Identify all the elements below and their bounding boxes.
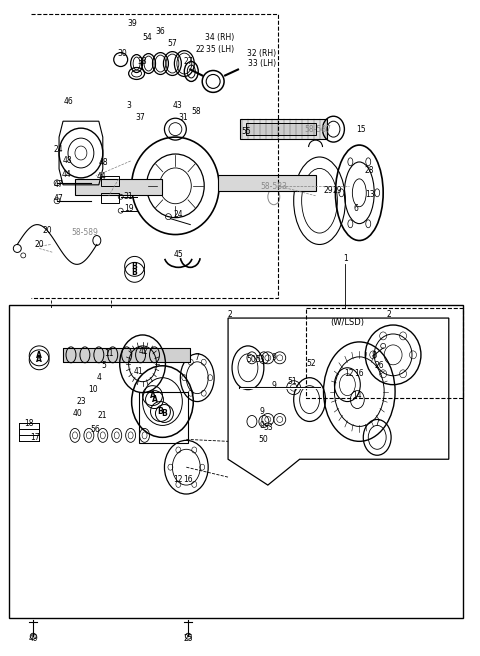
Text: 42: 42 [139,348,148,356]
Text: 24: 24 [174,210,183,219]
Text: 49: 49 [28,634,38,643]
Text: 22: 22 [195,45,205,54]
Text: 36: 36 [156,28,165,36]
Text: 10: 10 [88,385,97,394]
Text: 48: 48 [99,159,108,167]
Bar [218,175,315,191]
Text: 4: 4 [96,373,101,382]
Bar [63,348,190,362]
Text: 45: 45 [173,250,183,259]
Text: 18: 18 [24,419,34,428]
Bar [75,179,162,195]
Text: 50: 50 [246,356,256,364]
Text: 21: 21 [97,411,107,420]
Text: 58: 58 [192,107,201,115]
Text: 20: 20 [35,240,44,249]
Text: 47: 47 [53,180,63,190]
Text: 33 (LH): 33 (LH) [248,59,276,68]
Text: B: B [132,268,137,277]
Text: 34 (RH): 34 (RH) [205,33,235,42]
Text: 11: 11 [104,350,113,358]
Text: 30: 30 [118,49,128,58]
Text: 28: 28 [364,167,374,175]
Text: 23: 23 [76,397,86,406]
Text: 8: 8 [372,352,377,360]
Bar [240,119,327,139]
Text: A: A [150,391,156,400]
Text: 58-589: 58-589 [72,228,98,237]
Text: 50: 50 [258,435,268,444]
Text: 54: 54 [143,33,153,42]
Bar [101,176,119,186]
Bar [101,193,119,203]
Text: 56: 56 [90,425,100,434]
Bar [9,305,463,619]
Text: 7: 7 [195,354,200,362]
Text: 44: 44 [61,171,71,179]
Text: 5: 5 [101,361,106,370]
Text: 17: 17 [30,433,40,442]
Text: 2: 2 [228,310,232,319]
Text: 9: 9 [271,354,276,362]
Text: 46: 46 [64,97,74,106]
Text: 53: 53 [263,423,273,432]
Text: B: B [157,407,163,416]
Text: 58-583: 58-583 [260,182,287,192]
Text: 24: 24 [53,144,63,154]
Text: 7: 7 [375,419,380,428]
Text: 55: 55 [241,127,251,136]
Text: 12: 12 [345,369,354,379]
Text: 6: 6 [354,204,359,213]
Text: 44: 44 [97,173,107,181]
Text: B: B [162,409,168,418]
Bar [139,392,188,443]
Text: B: B [132,262,137,271]
Text: 19: 19 [124,204,133,213]
Text: 25: 25 [183,634,193,643]
Text: 31: 31 [179,113,188,122]
Text: A: A [152,395,157,404]
Text: 15: 15 [357,125,366,134]
Text: 35 (LH): 35 (LH) [206,45,234,54]
Text: 9: 9 [259,421,264,430]
Text: 51: 51 [287,377,297,386]
Text: 47: 47 [53,194,63,203]
Text: 38: 38 [138,57,147,66]
Text: 13: 13 [365,190,375,199]
Text: 41: 41 [134,367,144,377]
Text: 58-587: 58-587 [304,125,331,134]
Bar [246,123,315,135]
Text: A: A [36,352,42,360]
Text: A: A [36,356,42,364]
Text: 32 (RH): 32 (RH) [247,49,276,58]
Text: 48: 48 [62,157,72,165]
Text: 31: 31 [124,192,133,201]
Text: 12: 12 [174,475,183,483]
Text: 43: 43 [172,101,182,110]
Text: 40: 40 [73,409,83,418]
Text: 52: 52 [307,359,316,368]
Text: 9: 9 [271,381,276,390]
Text: 39: 39 [128,19,137,28]
Text: 20: 20 [42,226,52,235]
Text: 2: 2 [387,310,392,319]
Text: 16: 16 [183,475,193,483]
Text: 16: 16 [355,369,364,379]
Text: 29: 29 [324,186,333,195]
Text: 29: 29 [333,186,342,195]
Text: 14: 14 [352,391,362,400]
Text: 53: 53 [255,356,265,364]
Text: 26: 26 [374,361,384,370]
Text: 27: 27 [183,57,193,66]
Text: 1: 1 [343,254,348,263]
Text: (W/LSD): (W/LSD) [330,318,364,327]
Text: 57: 57 [168,39,177,48]
Text: 3: 3 [126,101,131,110]
Text: 37: 37 [136,113,145,122]
Text: 9: 9 [259,407,264,416]
